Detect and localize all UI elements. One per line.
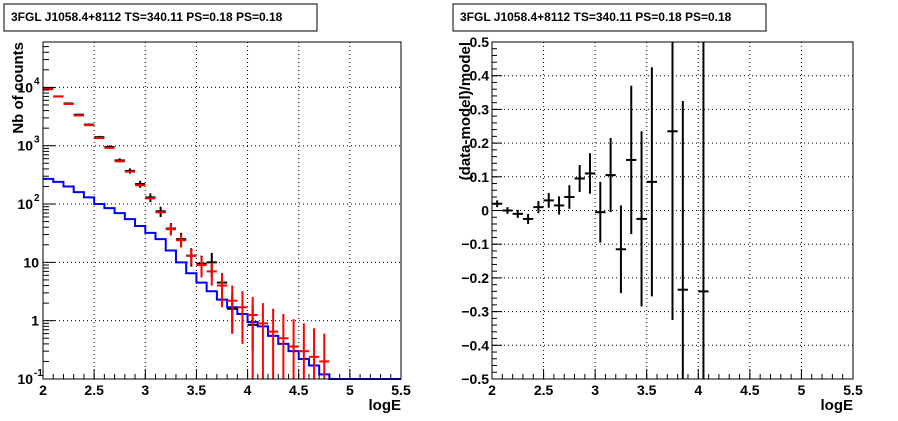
data-point-2 [186,248,197,266]
right-y-tick-label: 0.3 [470,101,490,117]
left-y-tick-label: 10 [17,138,33,154]
residual-point [677,100,688,379]
left-x-tick-label: 5 [346,382,354,398]
left-y-axis-label: Nb of counts [10,42,27,134]
right-y-tick-label: 0 [481,203,489,219]
right-x-tick-label: 4 [694,382,702,398]
right-y-tick-label: 0.2 [470,135,490,151]
residual-point [636,131,647,307]
right-y-tick-label: −0.5 [461,371,489,387]
right-x-tick-label: 2 [488,382,496,398]
right-chart: 3FGL J1058.4+8112 TS=340.11 PS=0.18 PS=0… [452,3,863,414]
residual-point [615,205,627,294]
left-y-tick-label: 1 [31,313,39,329]
right-y-tick-label: −0.1 [461,236,489,252]
right-x-axis-label: logE [821,397,854,414]
data-point-2 [308,328,320,379]
residual-point [605,138,616,213]
residual-point [574,165,585,192]
residual-point [522,213,534,224]
left-title-box [3,3,318,32]
residual-point [553,196,565,215]
left-y-tick-label: 10 [17,371,33,387]
data-point-2 [227,285,238,334]
left-y-tick-exponent: 2 [34,193,40,204]
residual-point [646,67,658,297]
left-x-tick-label: 2.5 [84,382,104,398]
left-y-tick-exponent: 3 [34,135,40,146]
right-plot-marks [492,42,709,379]
left-y-tick-exponent: 4 [34,76,40,87]
right-y-tick-label: 0.1 [470,169,490,185]
residual-point [512,209,523,218]
residual-point [698,42,709,379]
residual-point [584,153,596,194]
right-y-axis-label: (data-model)/model [457,42,474,180]
left-x-tick-label: 3 [141,382,149,398]
left-x-axis-label: logE [369,397,402,414]
left-x-tick-label: 3.5 [187,382,207,398]
data-point-2 [237,291,248,344]
residual-point [595,181,606,243]
data-point-2 [278,314,289,379]
residual-point [502,207,513,214]
residual-point [626,85,637,235]
right-x-tick-label: 2.5 [534,382,554,398]
residual-point [564,185,575,209]
left-x-tick-label: 4.5 [289,382,309,398]
data-point-2 [319,333,330,379]
left-y-tick-label: 10 [17,196,33,212]
left-chart-title: 3FGL J1058.4+8112 TS=340.11 PS=0.18 PS=0… [11,10,283,24]
right-axes: 2 2.5 3 3.5 4 4.5 5 5.5 0.5 0.4 0.3 0.2 0.1 0 −0.1 −0.2… [461,34,863,398]
residual-point [543,192,554,208]
right-chart-title: 3FGL J1058.4+8112 TS=340.11 PS=0.18 PS=0… [460,10,732,24]
right-x-tick-label: 5.5 [843,382,863,398]
data-point-2 [247,296,258,379]
right-x-tick-label: 4.5 [740,382,760,398]
left-y-tick-label: 10 [23,254,39,270]
right-x-tick-label: 3.5 [637,382,657,398]
data-point-2 [288,319,299,379]
left-x-tick-label: 2 [39,382,47,398]
left-plot-marks [43,87,401,380]
left-chart: 3FGL J1058.4+8112 TS=340.11 PS=0.18 PS=0… [3,3,411,414]
left-x-tick-label: 4 [244,382,252,398]
data-point-2 [165,224,176,236]
left-y-tick-exponent: -1 [34,368,43,379]
right-title-box [452,3,767,32]
right-y-tick-label: 0.5 [470,34,490,50]
right-y-tick-label: 0.4 [470,68,490,84]
data-point-2 [206,262,217,286]
right-x-tick-label: 5 [798,382,806,398]
data-point-2 [216,274,228,308]
residual-point [533,201,544,214]
left-grid [43,42,401,379]
data-point-2 [298,323,309,379]
right-x-tick-label: 3 [591,382,599,398]
data-point-2 [196,256,207,278]
left-y-tick-label: 10 [17,79,33,95]
right-y-tick-label: −0.2 [461,270,489,286]
left-x-tick-label: 5.5 [391,382,411,398]
data-point-2 [268,308,279,379]
data-point-2 [257,303,269,379]
data-point-2 [175,234,187,248]
right-y-tick-label: −0.4 [461,337,489,353]
right-y-tick-label: −0.3 [461,304,489,320]
residual-point [667,42,678,321]
left-plot-frame [42,41,402,380]
